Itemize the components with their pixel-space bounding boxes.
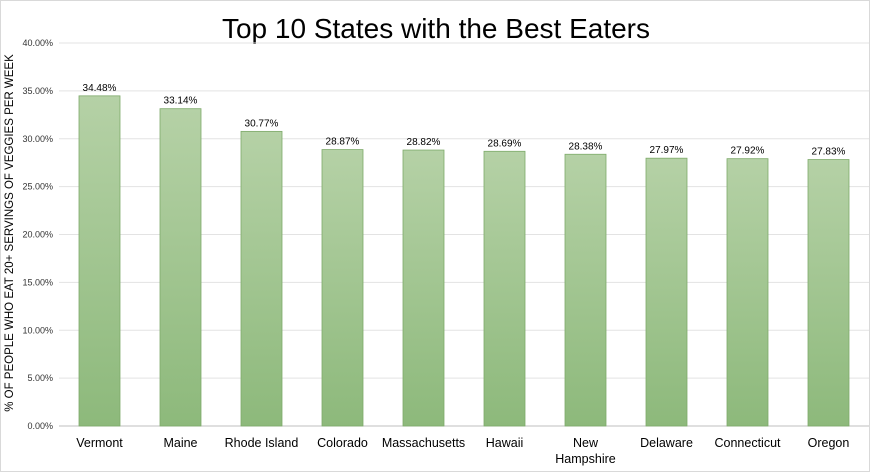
y-tick-label: 5.00%: [27, 373, 53, 383]
category-label: Massachusetts: [382, 436, 465, 450]
category-label: Rhode Island: [225, 436, 299, 450]
category-label: Maine: [163, 436, 197, 450]
y-tick-label: 30.00%: [22, 134, 53, 144]
data-label: 27.83%: [812, 147, 846, 158]
category-label: Hawaii: [486, 436, 524, 450]
y-tick-labels: 0.00% 5.00% 10.00% 15.00% 20.00% 25.00% 30.00%…: [22, 38, 53, 431]
data-label: 28.87%: [326, 137, 360, 148]
bar: [645, 157, 688, 427]
y-axis-label: % OF PEOPLE WHO EAT 20+ SERVINGS OF VEGG…: [4, 54, 16, 412]
y-tick-label: 25.00%: [22, 182, 53, 192]
y-tick-label: 40.00%: [22, 38, 53, 48]
bar: [483, 150, 526, 427]
y-tick-label: 0.00%: [27, 421, 53, 431]
category-label: Oregon: [808, 436, 850, 450]
category-labels: Vermont Maine Rhode Island Colorado Massachu…: [76, 436, 849, 466]
y-tick-label: 15.00%: [22, 277, 53, 287]
bar: [564, 153, 607, 427]
bar: [402, 149, 445, 427]
data-label: 33.14%: [164, 96, 198, 107]
y-tick-label: 35.00%: [22, 86, 53, 96]
y-tick-label: 20.00%: [22, 230, 53, 240]
category-label: Connecticut: [714, 436, 781, 450]
y-tick-label: 10.00%: [22, 325, 53, 335]
data-label: 27.92%: [731, 146, 765, 157]
category-label: Delaware: [640, 436, 693, 450]
category-label: Colorado: [317, 436, 368, 450]
chart-title: Top 10 States with the Best Eaters: [221, 13, 650, 44]
bar: [159, 108, 202, 427]
bars: [78, 95, 850, 427]
bar: [240, 130, 283, 427]
data-label: 34.48%: [83, 83, 117, 94]
category-label: New Hampshire: [555, 436, 615, 466]
bar: [726, 158, 769, 427]
data-labels: 34.48% 33.14% 30.77% 28.87% 28.82% 28.69% 28.3…: [83, 83, 846, 158]
data-label: 28.38%: [569, 141, 603, 152]
bar: [78, 95, 121, 427]
data-label: 30.77%: [245, 118, 279, 129]
data-label: 28.69%: [488, 138, 522, 149]
category-label: Vermont: [76, 436, 123, 450]
bar: [321, 149, 364, 427]
data-label: 27.97%: [650, 145, 684, 156]
data-label: 28.82%: [407, 137, 441, 148]
bar: [807, 159, 850, 427]
